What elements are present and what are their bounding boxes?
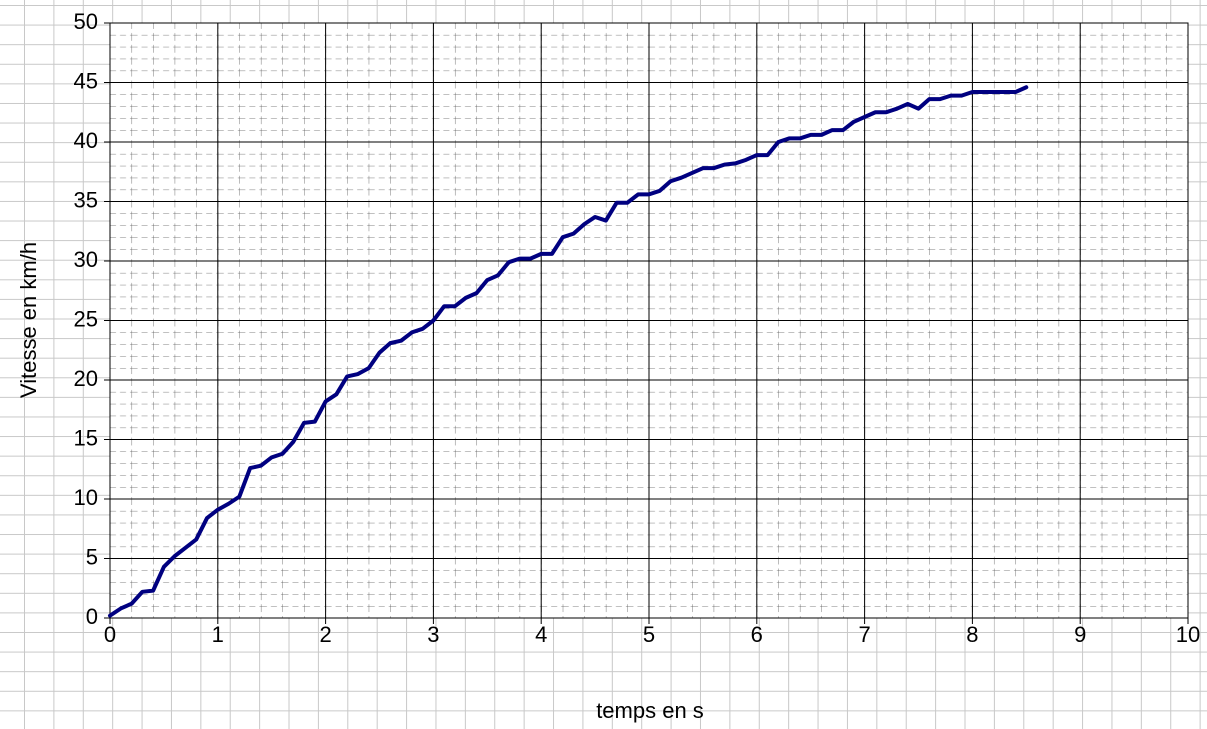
y-tick-label: 15 <box>74 425 98 450</box>
y-tick-label: 25 <box>74 306 98 331</box>
x-tick-label: 2 <box>319 622 331 647</box>
x-tick-label: 0 <box>104 622 116 647</box>
y-tick-label: 45 <box>74 68 98 93</box>
x-tick-label: 8 <box>966 622 978 647</box>
x-tick-label: 5 <box>643 622 655 647</box>
y-tick-label: 10 <box>74 485 98 510</box>
y-tick-label: 35 <box>74 187 98 212</box>
y-tick-label: 0 <box>86 604 98 629</box>
plot-border <box>109 22 1189 619</box>
y-tick-label: 20 <box>74 366 98 391</box>
x-tick-label: 3 <box>427 622 439 647</box>
x-tick-label: 9 <box>1074 622 1086 647</box>
line-series <box>108 85 1029 618</box>
y-tick-label: 30 <box>74 247 98 272</box>
x-tick-label: 10 <box>1176 622 1200 647</box>
x-tick-label: 4 <box>535 622 547 647</box>
y-tick-label: 40 <box>74 128 98 153</box>
x-axis-title: temps en s <box>596 698 704 723</box>
x-tick-label: 6 <box>751 622 763 647</box>
y-axis-title: Vitesse en km/h <box>16 242 41 398</box>
x-tick-label: 7 <box>858 622 870 647</box>
y-tick-label: 50 <box>74 9 98 34</box>
x-tick-label: 1 <box>212 622 224 647</box>
y-tick-label: 5 <box>86 544 98 569</box>
